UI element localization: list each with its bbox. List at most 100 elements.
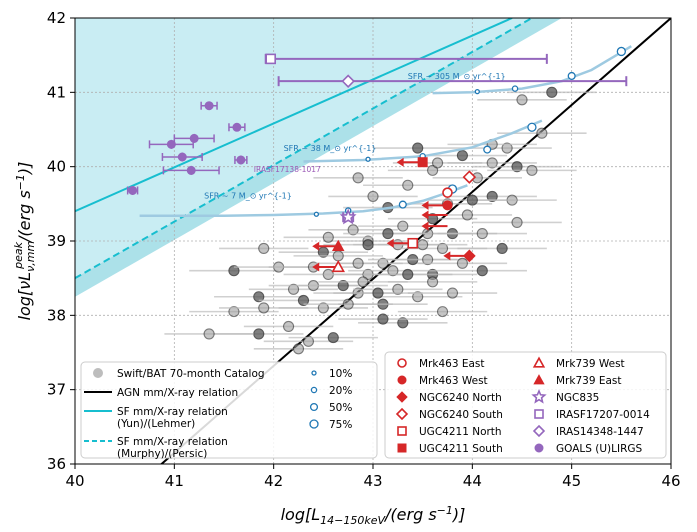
legend-right-item: IRASF17207-0014 bbox=[534, 409, 650, 421]
special-marker bbox=[265, 53, 276, 65]
swift-point-dot bbox=[476, 228, 488, 240]
swift-point bbox=[308, 224, 398, 236]
legend-ring-label: 10% bbox=[329, 368, 352, 380]
legend-right-item: NGC835 bbox=[531, 388, 599, 404]
legend-right-item: Mrk463 East bbox=[397, 358, 485, 370]
arrow-head bbox=[312, 262, 320, 272]
special-marker bbox=[463, 249, 476, 263]
swift-point-dot bbox=[412, 291, 424, 303]
swift-point-dot bbox=[322, 231, 334, 243]
legend-right-label: GOALS (U)LIRGS bbox=[556, 443, 643, 455]
legend-left-label: AGN mm/X-ray relation bbox=[117, 387, 238, 399]
swift-point bbox=[189, 265, 279, 277]
goals-point bbox=[200, 101, 218, 111]
y-tick-label: 39 bbox=[47, 232, 66, 250]
swift-point-dot bbox=[436, 306, 449, 318]
swift-point-dot bbox=[203, 328, 215, 340]
swift-point bbox=[358, 317, 448, 329]
swift-point bbox=[219, 242, 309, 254]
legend-right-label: Mrk739 West bbox=[556, 358, 625, 370]
swift-point bbox=[387, 276, 478, 288]
swift-point-dot bbox=[402, 179, 414, 191]
swift-point bbox=[278, 246, 369, 258]
goals-dot bbox=[236, 155, 246, 165]
swift-point bbox=[397, 306, 488, 318]
upper-limit-arrow bbox=[421, 210, 448, 220]
swift-point-dot bbox=[436, 242, 449, 254]
legend-right-label: Mrk739 East bbox=[556, 375, 622, 387]
swift-point-dot bbox=[427, 276, 439, 288]
swift-point-dot bbox=[228, 306, 240, 318]
special-point bbox=[462, 170, 477, 184]
swift-point-dot bbox=[253, 328, 265, 340]
swift-point-dot bbox=[511, 161, 523, 173]
legend-marker bbox=[397, 375, 407, 385]
goals-point bbox=[228, 122, 246, 132]
upper-limit-arrow bbox=[421, 221, 448, 231]
swift-point-dot bbox=[461, 209, 473, 221]
swift-point bbox=[363, 179, 453, 191]
swift-point bbox=[373, 142, 463, 154]
special-point bbox=[331, 259, 345, 273]
swift-point bbox=[457, 242, 547, 254]
goals-point bbox=[148, 139, 194, 149]
goals-dot bbox=[186, 165, 196, 175]
legend-ring-label: 20% bbox=[329, 385, 352, 397]
swift-point bbox=[462, 142, 552, 154]
sfr-track-ring bbox=[474, 88, 480, 95]
legend-marker bbox=[534, 443, 544, 453]
swift-point-dot bbox=[387, 265, 399, 277]
legend-ring-item: 20% bbox=[310, 385, 352, 397]
legend-marker bbox=[397, 426, 407, 436]
swift-point bbox=[214, 291, 304, 303]
swift-point-dot bbox=[422, 254, 434, 266]
goals-dot bbox=[166, 139, 176, 149]
swift-point-dot bbox=[302, 335, 314, 347]
swift-point-dot bbox=[397, 317, 409, 329]
swift-point-dot bbox=[367, 190, 379, 202]
sfr-track-ring bbox=[567, 71, 576, 81]
special-marker bbox=[442, 187, 453, 198]
legend-ring-swatch bbox=[309, 419, 319, 429]
special-point bbox=[331, 239, 345, 252]
arrow-head bbox=[421, 210, 429, 220]
legend-ring-swatch bbox=[311, 370, 317, 376]
x-tick-label: 43 bbox=[363, 472, 382, 490]
legend-ring-swatch bbox=[309, 402, 319, 412]
legend-marker bbox=[531, 388, 547, 404]
arrow-head bbox=[386, 238, 394, 248]
special-point bbox=[442, 200, 453, 211]
x-tick-label: 45 bbox=[562, 472, 581, 490]
legend-marker bbox=[397, 358, 407, 368]
swift-point-dot bbox=[327, 332, 339, 344]
sfr-track-ring bbox=[483, 145, 492, 154]
legend-marker bbox=[532, 356, 546, 368]
goals-point bbox=[126, 185, 139, 195]
sfr-track-label: SFR ~ 7 M_⊙ yr^{-1} bbox=[204, 192, 292, 201]
legend-right-box bbox=[384, 351, 667, 459]
legend-right-label: NGC835 bbox=[556, 392, 599, 404]
swift-point bbox=[373, 291, 463, 303]
swift-point bbox=[382, 254, 473, 266]
arrow-head bbox=[421, 221, 429, 231]
swift-point-dot bbox=[446, 287, 459, 299]
goals-dot bbox=[128, 185, 138, 195]
swift-point bbox=[427, 194, 518, 206]
goals-point bbox=[234, 155, 248, 165]
legend-left-label2: (Murphy)/(Persic) bbox=[117, 448, 207, 460]
sfr-track-ring bbox=[616, 46, 626, 57]
swift-point-dot bbox=[516, 94, 528, 106]
special-point bbox=[442, 187, 453, 198]
legend-ring-item: 10% bbox=[311, 368, 352, 380]
legend-marker bbox=[395, 407, 409, 421]
goals-point bbox=[161, 152, 203, 162]
swift-point bbox=[363, 268, 453, 281]
legend-marker bbox=[396, 391, 408, 403]
x-axis-label: log[L14−150keV/(erg s−1)] bbox=[281, 504, 466, 527]
legend-right-item: IRAS14348-1447 bbox=[532, 424, 644, 438]
special-point bbox=[407, 237, 419, 249]
sf-region-inner-band bbox=[75, 18, 562, 297]
legend-right-label: IRASF17207-0014 bbox=[556, 409, 650, 421]
swift-point-dot bbox=[292, 343, 305, 355]
goals-dot bbox=[177, 152, 187, 162]
